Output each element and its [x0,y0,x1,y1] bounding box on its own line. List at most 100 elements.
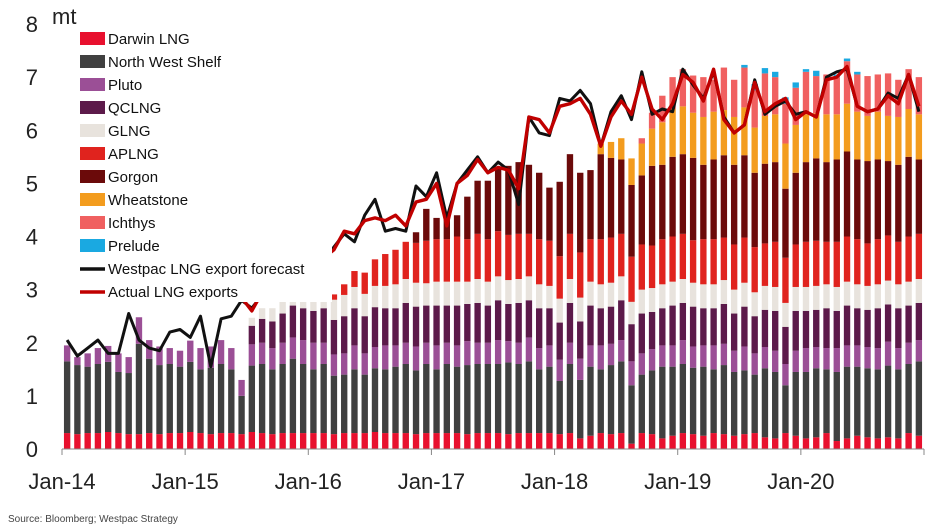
bar-segment [577,358,584,380]
bar-segment [566,433,574,449]
bar-segment [864,368,871,438]
bar-segment [217,433,225,449]
bar-segment [597,154,604,240]
bar-segment [566,279,574,303]
bar-segment [813,347,820,369]
bar-segment [474,364,481,434]
bar-segment [546,366,553,434]
bar-segment [833,286,840,311]
bar-segment [915,233,923,279]
source-note: Source: Bloomberg; Westpac Strategy [8,514,178,525]
bar-segment [700,308,707,346]
bar-segment [351,369,358,434]
legend-swatch [80,32,105,45]
bar-segment [730,289,738,314]
bar-segment [228,348,235,370]
bar-segment [720,67,728,111]
bar-segment [464,434,471,449]
legend-swatch [80,239,105,252]
bar-segment [823,433,830,449]
bar-segment [679,279,687,303]
bar-segment [843,366,851,439]
bar-segment [587,345,594,367]
bar-segment [453,215,461,237]
bar-segment [238,379,245,396]
bar-segment [618,138,625,160]
bar-segment [607,282,615,307]
bar-segment [258,433,266,449]
bar-segment [382,345,389,370]
bar-segment [843,61,851,104]
bar-segment [669,236,676,282]
bar-segment [905,156,912,237]
bar-segment [813,70,820,77]
legend-swatch [80,55,105,68]
bar-segment [813,76,820,114]
bar-segment [823,348,830,370]
bar-segment [156,346,163,366]
bar-segment [289,305,297,338]
legend-swatch [80,193,105,206]
bar-segment [700,116,707,165]
bar-segment [587,170,594,240]
bar-segment [566,154,574,234]
y-tick-label: 1 [26,384,38,409]
bar-segment [310,433,317,449]
y-axis-unit-label: mt [52,4,76,29]
bar-segment [341,316,348,354]
bar-segment [741,67,748,108]
y-tick-label: 3 [26,278,38,303]
legend-swatch [80,78,105,91]
bar-segment [648,245,656,289]
bar-segment [843,281,851,306]
bar-segment [484,433,492,449]
bar-segment [453,366,461,434]
bar-segment [279,342,286,364]
bar-segment [577,252,584,298]
bar-segment [792,435,799,449]
bar-segment [874,284,882,309]
bar-segment [269,348,276,370]
bar-segment [597,239,604,285]
legend-label: Westpac LNG export forecast [108,261,305,278]
bar-segment [423,342,430,364]
bar-segment [618,159,625,234]
bar-segment [864,309,871,347]
bar-segment [341,433,348,449]
bar-segment [228,433,235,449]
bar-segment [402,433,409,449]
bar-segment [843,151,851,237]
bar-segment [525,433,533,449]
bar-segment [515,364,522,434]
bar-segment [484,305,492,343]
bar-segment [94,364,102,434]
bar-segment [351,271,358,287]
bar-segment [156,434,163,449]
bar-segment [597,345,604,370]
bar-segment [248,344,256,366]
bar-segment [638,143,645,176]
bar-segment [689,346,697,368]
x-tick-label: Jan-15 [152,469,219,494]
bar-segment [320,342,327,364]
bar-segment [741,370,748,435]
bar-segment [330,434,338,449]
bar-segment [546,187,553,241]
bar-segment [535,284,543,309]
bar-segment [895,284,902,309]
bar-segment [423,208,430,241]
bar-segment [618,433,625,449]
bar-segment [874,159,882,240]
legend-label: Pluto [108,77,142,94]
bar-segment [854,284,861,309]
bar-segment [187,432,194,449]
bar-segment [494,300,502,341]
bar-segment [884,365,892,438]
bar-segment [176,366,184,434]
bar-segment [761,437,769,449]
bar-segment [330,294,338,300]
bar-segment [556,298,563,323]
bar-segment [689,367,697,435]
bar-segment [197,433,204,449]
